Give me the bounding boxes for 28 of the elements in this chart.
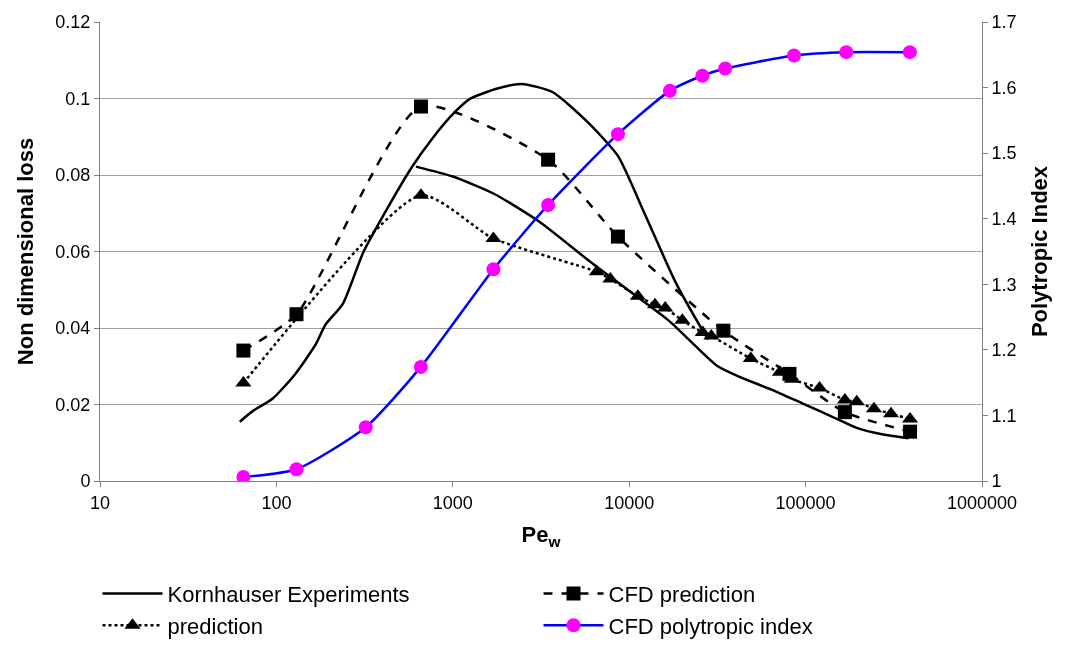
- y-tick-label: 0.06: [55, 241, 91, 262]
- legend-label: prediction: [167, 613, 263, 639]
- x-tick-label: 1000: [432, 492, 473, 513]
- x-tick-label: 10000: [604, 492, 655, 513]
- y-tick-label: 0.08: [55, 165, 91, 186]
- y2-tick-label: 1.6: [991, 77, 1017, 98]
- x-tick-label: 100000: [775, 492, 836, 513]
- y-tick-label: 0.1: [65, 88, 91, 109]
- x-axis-title: Pe$_{w}$: [521, 522, 561, 551]
- x-tick-label: 1000000: [946, 492, 1018, 513]
- legend-label: CFD prediction: [608, 582, 756, 608]
- y2-tick-label: 1.4: [991, 209, 1017, 230]
- y2-axis-title: Polytropic Index: [1026, 165, 1052, 338]
- x-tick-label: 10: [89, 492, 111, 513]
- y2-tick-label: 1.1: [991, 405, 1017, 426]
- y2-tick-label: 1: [991, 471, 1002, 492]
- legend-label: CFD polytropic index: [608, 613, 813, 639]
- y2-tick-label: 1.2: [991, 340, 1017, 361]
- x-tick-label: 100: [261, 492, 292, 513]
- y-tick-label: 0.12: [55, 12, 91, 33]
- y2-tick-label: 1.3: [991, 274, 1017, 295]
- y-tick-label: 0.02: [55, 394, 91, 415]
- y-tick-label: 0: [80, 471, 91, 492]
- y2-tick-label: 1.7: [991, 12, 1017, 33]
- y-axis-title: Non dimensional loss: [13, 137, 39, 366]
- legend-label: Kornhauser Experiments: [167, 582, 410, 608]
- y-tick-label: 0.04: [55, 318, 91, 339]
- y2-tick-label: 1.5: [991, 143, 1017, 164]
